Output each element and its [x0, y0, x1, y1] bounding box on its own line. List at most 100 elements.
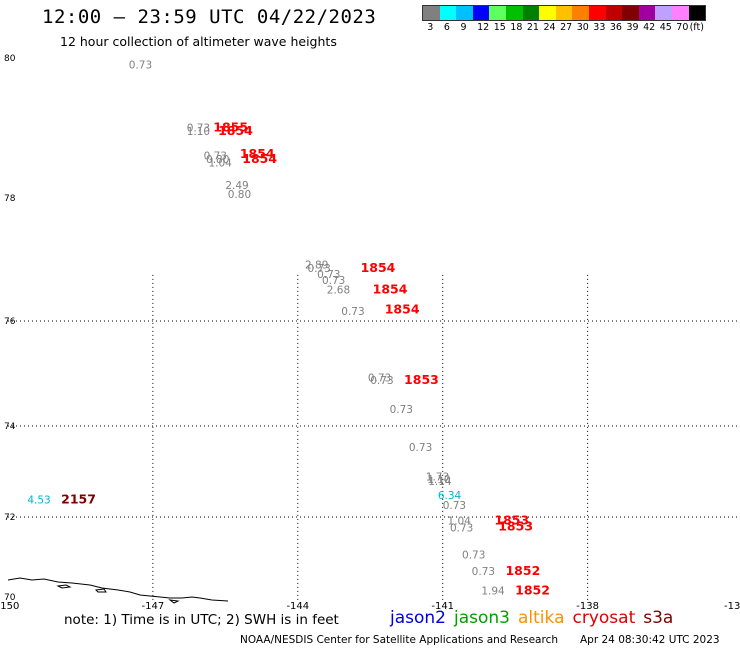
- pass-time-label: 2157: [61, 491, 96, 506]
- swh-label: 1.10: [187, 126, 210, 138]
- longitude-label-5: -13: [724, 601, 740, 612]
- scale-swatch-9: [572, 6, 589, 20]
- longitude-label-3: -141: [431, 601, 454, 612]
- swh-label: 0.73: [462, 550, 485, 562]
- scale-label-6: 21: [526, 22, 539, 33]
- scale-label-15: 70: [676, 22, 689, 33]
- swh-label: 0.73: [368, 372, 391, 384]
- latitude-label-2: 76: [4, 317, 16, 327]
- scale-label-8: 27: [560, 22, 573, 33]
- scale-label-2: 9: [460, 22, 467, 33]
- scale-swatch-8: [555, 6, 573, 20]
- scale-label-12: 39: [626, 22, 639, 33]
- swh-label: 6.34: [438, 490, 462, 502]
- units-note: note: 1) Time is in UTC; 2) SWH is in fe…: [64, 612, 339, 628]
- scale-swatch-15: [671, 6, 689, 20]
- coast-island-1: [56, 584, 72, 589]
- longitude-label-4: -138: [576, 601, 599, 612]
- scale-label-16: (ft): [689, 22, 704, 33]
- chart-subtitle: 12 hour collection of altimeter wave hei…: [60, 34, 337, 49]
- scale-swatch-14: [655, 6, 672, 20]
- coast-island-3: [168, 599, 180, 604]
- pass-time-label: 1854: [240, 146, 275, 161]
- map-gridlines: [8, 274, 740, 600]
- swh-label: 0.73: [450, 523, 473, 535]
- chart-title: 12:00 – 23:59 UTC 04/22/2023: [42, 6, 377, 28]
- swh-label: 4.53: [27, 494, 50, 506]
- satellite-legend-altika: altika: [518, 608, 565, 628]
- scale-swatch-0: [423, 6, 440, 20]
- swh-label: 0.73: [390, 404, 413, 416]
- scale-swatch-5: [505, 6, 523, 20]
- longitude-label-1: -147: [142, 601, 165, 612]
- scale-swatch-1: [439, 6, 457, 20]
- scale-label-4: 15: [493, 22, 506, 33]
- latitude-label-0: 80: [4, 54, 16, 64]
- scale-label-13: 42: [643, 22, 656, 33]
- scale-swatch-16: [688, 6, 706, 20]
- satellite-legend-jason2: jason2: [390, 608, 446, 628]
- swh-label: 1.94: [481, 586, 505, 598]
- swh-label: 1.10: [427, 474, 450, 486]
- pass-time-label: 1854: [385, 302, 420, 317]
- pass-time-label: 1852: [505, 563, 540, 578]
- scale-swatch-10: [588, 6, 606, 20]
- scale-label-14: 45: [659, 22, 672, 33]
- swh-label: 0.73: [370, 375, 393, 387]
- alaska-coastline: [7, 577, 229, 602]
- footer-timestamp: Apr 24 08:30:42 UTC 2023: [580, 634, 720, 646]
- pass-time-label: 1853: [498, 519, 533, 534]
- pass-time-labels: 1855185418541854185418541854185318531853…: [61, 120, 550, 598]
- pass-time-label: 1853: [404, 372, 439, 387]
- swh-label: 0.73: [409, 442, 432, 454]
- pass-time-label: 1854: [242, 151, 277, 166]
- scale-swatch-6: [522, 6, 540, 20]
- swh-label: 0.73: [443, 500, 466, 512]
- longitude-label-2: -144: [286, 601, 309, 612]
- scale-label-3: 12: [477, 22, 490, 33]
- pass-time-label: 1854: [373, 281, 408, 296]
- satellite-legend-jason3: jason3: [454, 608, 510, 628]
- coastline: [7, 577, 229, 604]
- pass-time-label: 1853: [494, 512, 529, 527]
- wave-height-labels: 0.730.731.100.730.801.042.490.802.890.73…: [27, 60, 505, 598]
- swh-label: 0.73: [322, 275, 345, 287]
- footer-credit: NOAA/NESDIS Center for Satellite Applica…: [240, 634, 558, 646]
- pass-time-label: 1854: [218, 123, 253, 138]
- scale-swatch-13: [638, 6, 656, 20]
- swh-label: 1.04: [448, 515, 472, 527]
- scale-swatch-12: [622, 6, 639, 20]
- satellite-legend: jason2 jason3 altika cryosat s3a: [390, 608, 681, 628]
- scale-label-5: 18: [510, 22, 523, 33]
- swh-label: 0.73: [307, 263, 330, 275]
- swh-label: 2.89: [305, 260, 328, 272]
- swh-label: 0.73: [317, 269, 340, 281]
- swh-label: 1.73: [426, 472, 449, 484]
- scale-label-0: 3: [427, 22, 434, 33]
- swh-label: 0.80: [206, 154, 229, 166]
- scale-swatch-4: [489, 6, 506, 20]
- swh-label: 1.14: [428, 476, 452, 488]
- satellite-legend-s3a: s3a: [643, 608, 674, 628]
- swh-label: 2.49: [225, 180, 248, 192]
- pass-time-label: 1855: [213, 120, 248, 135]
- wave-height-color-scale: [422, 5, 707, 21]
- latitude-label-3: 74: [4, 422, 16, 432]
- axis-labels: 80 78 76 74 72 70-150 -147 -144 -141 -138 -13: [0, 54, 740, 612]
- scale-swatch-2: [456, 6, 473, 20]
- swh-label: 1.04: [208, 158, 232, 170]
- scale-label-10: 33: [593, 22, 606, 33]
- scale-swatch-11: [605, 6, 623, 20]
- scale-swatch-7: [539, 6, 556, 20]
- satellite-legend-cryosat: cryosat: [572, 608, 636, 628]
- coast-island-2: [94, 588, 107, 593]
- pass-time-label: 1854: [361, 260, 396, 275]
- swh-label: 0.80: [228, 189, 251, 201]
- scale-swatch-3: [472, 6, 490, 20]
- swh-label: 2.68: [327, 284, 350, 296]
- scale-label-11: 36: [609, 22, 622, 33]
- scale-label-7: 24: [543, 22, 556, 33]
- swh-label: 0.73: [341, 306, 364, 318]
- latitude-label-4: 72: [4, 513, 15, 523]
